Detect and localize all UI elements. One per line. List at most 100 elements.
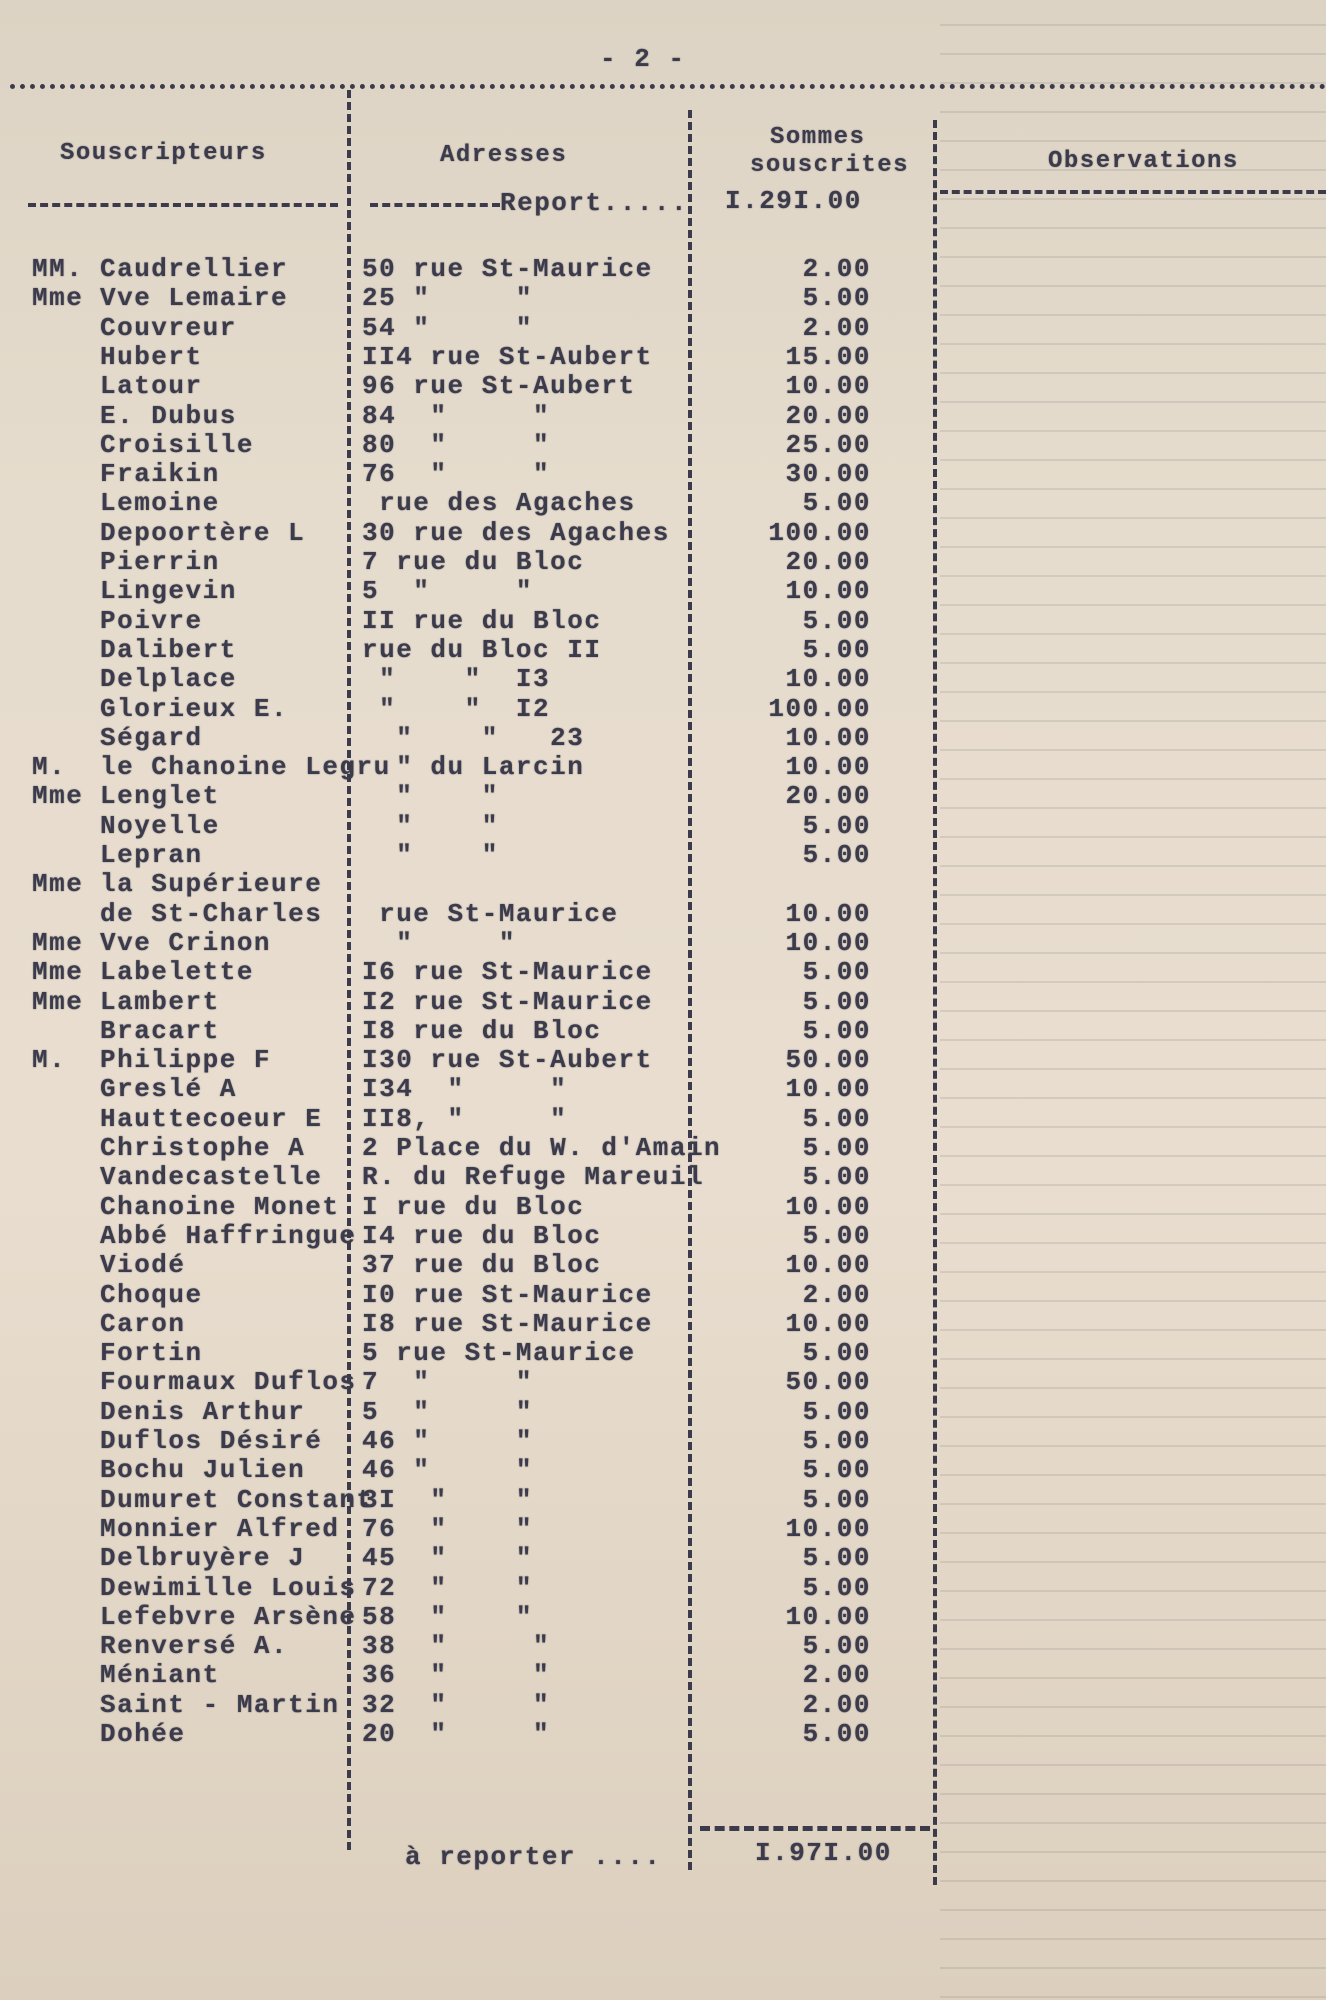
- table-row: Renversé A. 38 " " 5.00: [0, 1631, 1326, 1662]
- table-row: M. le Chanoine Legru " du Larcin 10.00: [0, 752, 1326, 783]
- subscriber-name: Lepran: [100, 840, 203, 870]
- header-amounts: Sommes: [770, 124, 866, 151]
- table-row: Duflos Désiré 46 " " 5.00: [0, 1426, 1326, 1456]
- subscriber-name: Méniant: [100, 1660, 220, 1691]
- subscriber-title: Mme: [32, 869, 84, 900]
- subscribed-amount: 5.00: [802, 1396, 871, 1427]
- subscribed-amount: 5.00: [802, 840, 871, 870]
- subscriber-name: Renversé A.: [100, 1631, 289, 1662]
- table-row: Fourmaux Duflos 7 " " 50.00: [0, 1367, 1326, 1398]
- subscriber-address: " " 23: [362, 722, 585, 753]
- table-row: Christophe A 2 Place du W. d'Amain 5.00: [0, 1133, 1326, 1163]
- subscriber-address: 76 " ": [362, 1513, 534, 1544]
- table-row: Ségard " " 23 10.00: [0, 722, 1326, 753]
- subscriber-name: Pierrin: [100, 547, 220, 577]
- subscriber-name: le Chanoine Legru: [100, 752, 391, 783]
- subscriber-address: 5 " ": [362, 1396, 534, 1427]
- subscriber-address: 36 " ": [362, 1660, 551, 1691]
- subscriber-name: Croisille: [100, 429, 254, 460]
- subscribed-amount: 5.00: [802, 1572, 871, 1603]
- column-divider: [347, 90, 351, 1850]
- subscribed-amount: 10.00: [785, 722, 871, 753]
- table-row: Bracart I8 rue du Bloc 5.00: [0, 1016, 1326, 1046]
- subscriber-name: Dohée: [100, 1719, 186, 1749]
- subscriber-name: Delplace: [100, 664, 237, 695]
- subscribed-amount: 5.00: [802, 1162, 871, 1193]
- subscriber-name: Caron: [100, 1308, 186, 1339]
- subscriber-address: I34 " ": [362, 1074, 568, 1105]
- carry-out-amount: I.97I.00: [755, 1838, 892, 1868]
- table-row: Méniant 36 " " 2.00: [0, 1660, 1326, 1691]
- subscribed-amount: 10.00: [785, 371, 871, 402]
- subscriber-address: 58 " ": [362, 1601, 534, 1632]
- subscribed-amount: 20.00: [785, 781, 871, 812]
- table-row: Denis Arthur 5 " " 5.00: [0, 1396, 1326, 1427]
- subscribed-amount: 5.00: [802, 488, 871, 519]
- subscriber-name: Monnier Alfred: [100, 1513, 340, 1544]
- subscriber-name: Viodé: [100, 1250, 186, 1281]
- subscriber-address: " " I2: [362, 693, 551, 724]
- subscribed-amount: 5.00: [802, 1220, 871, 1251]
- subscriber-name: Fourmaux Duflos: [100, 1367, 357, 1398]
- subscriber-address: I6 rue St-Maurice: [362, 957, 653, 988]
- subscriber-title: Mme: [32, 283, 84, 314]
- subscriber-title: M.: [32, 752, 67, 783]
- table-row: Bochu Julien 46 " " 5.00: [0, 1455, 1326, 1485]
- subscriber-name: Lefebvre Arsène: [100, 1601, 357, 1632]
- carry-in-label: Report.....: [500, 188, 689, 218]
- table-row: Abbé Haffringue I4 rue du Bloc 5.00: [0, 1220, 1326, 1251]
- subscriber-name: Abbé Haffringue: [100, 1220, 357, 1251]
- subscriber-address: " ": [362, 927, 516, 958]
- subscriber-name: Chanoine Monet: [100, 1191, 340, 1222]
- subscriber-name: Vve Crinon: [100, 927, 272, 958]
- subscriber-address: I30 rue St-Aubert: [362, 1045, 653, 1076]
- subscriber-name: Duflos Désiré: [100, 1426, 323, 1456]
- subscribed-amount: 10.00: [785, 1308, 871, 1339]
- table-row: Mme Vve Lemaire 25 " " 5.00: [0, 283, 1326, 314]
- subscribed-amount: 5.00: [802, 605, 871, 636]
- subscriber-title: M.: [32, 1045, 67, 1076]
- subscriber-address: 76 " ": [362, 459, 551, 490]
- table-row: Mme Labelette I6 rue St-Maurice 5.00: [0, 957, 1326, 988]
- header-rule: [28, 203, 338, 207]
- column-divider: [688, 110, 692, 1870]
- subscribed-amount: 10.00: [785, 1513, 871, 1544]
- subscriber-address: 25 " ": [362, 283, 534, 314]
- table-row: Hauttecoeur E II8, " " 5.00: [0, 1104, 1326, 1134]
- subscribed-amount: 2.00: [802, 1279, 871, 1310]
- subscribed-amount: 5.00: [802, 1484, 871, 1515]
- subscriber-address: rue St-Maurice: [362, 898, 619, 929]
- top-rule: [10, 84, 1326, 89]
- subscriber-name: Dalibert: [100, 634, 237, 665]
- table-row: Hubert II4 rue St-Aubert 15.00: [0, 341, 1326, 372]
- header-rule: [370, 203, 500, 207]
- subscriber-name: Vandecastelle: [100, 1162, 323, 1193]
- table-row: Depoortère L 30 rue des Agaches 100.00: [0, 518, 1326, 548]
- subscriber-address: " ": [362, 840, 499, 870]
- subscribed-amount: 100.00: [768, 693, 871, 724]
- table-row: Lemoine rue des Agaches 5.00: [0, 488, 1326, 519]
- subscribed-amount: 5.00: [802, 1719, 871, 1749]
- subscriber-address: 37 rue du Bloc: [362, 1250, 602, 1281]
- subscriber-name: Noyelle: [100, 810, 220, 841]
- table-row: Chanoine Monet I rue du Bloc 10.00: [0, 1191, 1326, 1222]
- table-row: Dumuret Constant 3I " " 5.00: [0, 1484, 1326, 1515]
- subscribed-amount: 10.00: [785, 927, 871, 958]
- subscriber-name: Ségard: [100, 722, 203, 753]
- subscriber-address: 7 rue du Bloc: [362, 547, 585, 577]
- subscriber-name: Latour: [100, 371, 203, 402]
- subscribed-amount: 20.00: [785, 547, 871, 577]
- table-row: Viodé 37 rue du Bloc 10.00: [0, 1250, 1326, 1281]
- subscribed-amount: 10.00: [785, 1074, 871, 1105]
- subscriber-address: II4 rue St-Aubert: [362, 341, 653, 372]
- subscriber-name: Choque: [100, 1279, 203, 1310]
- subscriber-name: Hubert: [100, 341, 203, 372]
- subscriber-name: Lambert: [100, 986, 220, 1017]
- table-row: Fraikin 76 " " 30.00: [0, 459, 1326, 490]
- subscriber-address: 5 rue St-Maurice: [362, 1338, 636, 1369]
- subscriber-name: la Supérieure: [100, 869, 323, 900]
- subscriber-address: 20 " ": [362, 1719, 551, 1749]
- subscribed-amount: 10.00: [785, 1601, 871, 1632]
- subscriber-address: " " I3: [362, 664, 551, 695]
- subscriber-address: 7 " ": [362, 1367, 534, 1398]
